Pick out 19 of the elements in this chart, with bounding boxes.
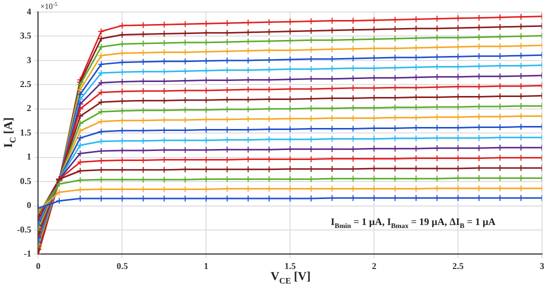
y-tick-label: 3.5 <box>20 30 32 41</box>
x-tick-label: 3 <box>540 260 545 271</box>
y-tick-label: 3 <box>26 54 32 65</box>
x-tick-label: 0.5 <box>116 260 128 271</box>
y-tick-label: -1 <box>24 248 32 259</box>
y-tick-label: 1.5 <box>20 127 32 138</box>
x-tick-label: 0 <box>36 260 41 271</box>
y-tick-label: 2.5 <box>20 78 32 89</box>
x-tick-label: 2 <box>372 260 377 271</box>
x-tick-label: 2.5 <box>452 260 464 271</box>
y-axis-title: IC [A] <box>1 117 18 148</box>
x-tick-label: 1 <box>204 260 209 271</box>
x-tick-label: 1.5 <box>284 260 296 271</box>
y-tick-label: -0.5 <box>16 224 32 234</box>
y-tick-label: 2 <box>26 103 32 114</box>
y-tick-label: 0.5 <box>20 176 32 186</box>
y-tick-label: 1 <box>26 152 32 162</box>
y-tick-label: 4 <box>26 6 32 16</box>
y-tick-label: 0 <box>26 200 32 210</box>
